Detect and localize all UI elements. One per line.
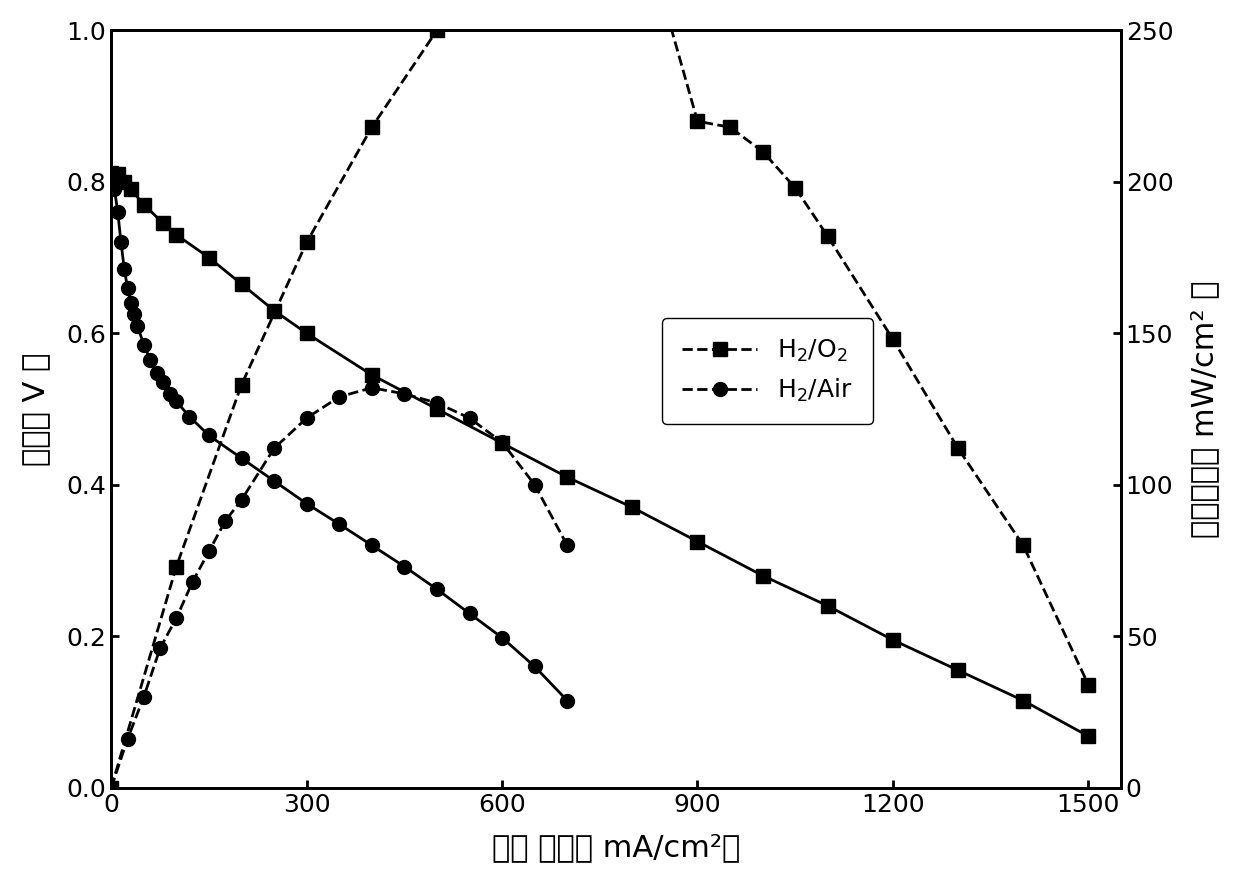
Y-axis label: 电压（ V ）: 电压（ V ） <box>21 352 50 465</box>
X-axis label: 电流 密度（ mA/cm²）: 电流 密度（ mA/cm²） <box>492 834 740 862</box>
Y-axis label: 功率密度（ mW/cm² ）: 功率密度（ mW/cm² ） <box>1190 280 1219 538</box>
Legend: H$_2$/O$_2$, H$_2$/Air: H$_2$/O$_2$, H$_2$/Air <box>662 318 873 424</box>
